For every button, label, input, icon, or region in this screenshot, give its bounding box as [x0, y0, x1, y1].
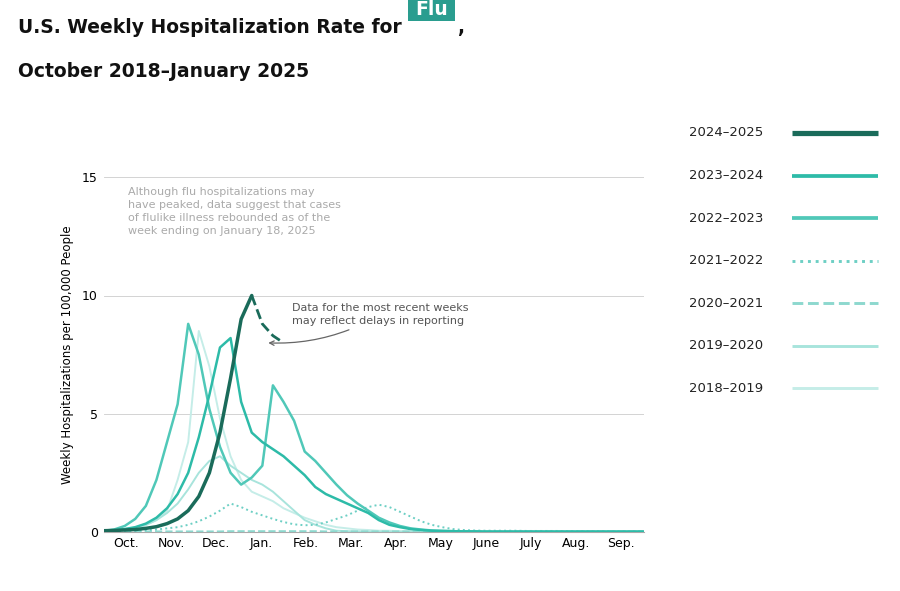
Text: 2024–2025: 2024–2025: [688, 126, 763, 139]
Text: 2021–2022: 2021–2022: [688, 254, 763, 267]
Text: 2023–2024: 2023–2024: [688, 169, 763, 182]
Text: 2019–2020: 2019–2020: [688, 339, 762, 352]
Text: October 2018–January 2025: October 2018–January 2025: [18, 62, 309, 81]
Text: 2018–2019: 2018–2019: [688, 382, 762, 395]
FancyBboxPatch shape: [403, 0, 460, 23]
Text: Flu: Flu: [415, 0, 448, 20]
Text: 2020–2021: 2020–2021: [688, 297, 763, 310]
Text: U.S. Weekly Hospitalization Rate for: U.S. Weekly Hospitalization Rate for: [18, 18, 409, 37]
Text: Although flu hospitalizations may
have peaked, data suggest that cases
of flulik: Although flu hospitalizations may have p…: [128, 187, 341, 236]
Text: ,: ,: [457, 18, 464, 37]
Y-axis label: Weekly Hospitalizations per 100,000 People: Weekly Hospitalizations per 100,000 Peop…: [60, 225, 74, 484]
Text: Data for the most recent weeks
may reflect delays in reporting: Data for the most recent weeks may refle…: [270, 303, 469, 345]
Text: 2022–2023: 2022–2023: [688, 212, 763, 225]
